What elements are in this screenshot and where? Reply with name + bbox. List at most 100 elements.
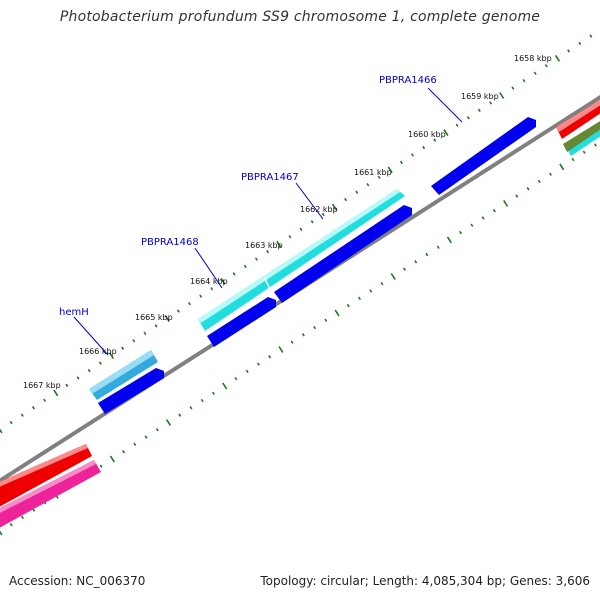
outer-tick [554, 54, 561, 62]
gene-PBPRA1467-reverse-feature[interactable] [274, 205, 412, 303]
outer-tick [589, 34, 593, 38]
inner-tick [178, 413, 182, 417]
scale-label-1660: 1660 kbp [408, 130, 446, 139]
inner-tick [380, 281, 384, 286]
inner-tick [189, 406, 193, 410]
outer-tick [355, 190, 359, 194]
gene-hemH-feature[interactable] [89, 350, 158, 400]
inner-tick [369, 289, 373, 293]
inner-tick [256, 362, 260, 366]
gene-hemH-reverse-bar [98, 368, 164, 414]
gene-PBPRA1467-reverse-bar [274, 205, 412, 303]
outer-tick [511, 86, 515, 90]
outer-tick [455, 123, 459, 127]
outer-tick [433, 138, 437, 142]
outer-tick [43, 398, 47, 402]
inner-tick [222, 382, 228, 390]
outer-tick [578, 41, 582, 46]
gene-PBPRA1467-feature[interactable] [198, 189, 405, 331]
scale-label-1665: 1665 kbp [135, 313, 173, 322]
inner-tick [290, 340, 294, 344]
gene-PBPRA1466-leader [427, 87, 463, 123]
scale-label-1664: 1664 kbp [190, 277, 228, 286]
outer-tick [254, 257, 258, 261]
outer-tick [220, 277, 226, 285]
outer-tick [443, 129, 449, 137]
outer-tick [310, 220, 314, 224]
feature-red-right[interactable] [556, 94, 600, 139]
outer-tick [276, 240, 282, 248]
accession-text: Accession: NC_006370 [9, 574, 146, 588]
inner-tick [390, 273, 396, 280]
scale-label-1659: 1659 kbp [461, 92, 499, 101]
scale-label-1663: 1663 kbp [245, 241, 283, 250]
feature-olive-right[interactable] [563, 115, 600, 152]
inner-tick [165, 419, 172, 426]
outer-tick [53, 389, 59, 397]
outer-tick-ring [0, 34, 593, 434]
outer-tick [567, 49, 571, 53]
feature-red-left[interactable] [0, 444, 92, 512]
outer-tick [266, 249, 270, 254]
inner-tick [109, 455, 115, 463]
inner-tick [234, 376, 238, 381]
gene-label-PBPRA1468[interactable]: PBPRA1468 [141, 237, 199, 248]
inner-tick [313, 325, 317, 330]
inner-tick [425, 252, 429, 257]
outer-tick [477, 108, 481, 113]
gene-hemH-highlight [89, 350, 154, 394]
gene-PBPRA1466-feature[interactable] [431, 117, 536, 195]
gene-hemH-leader [73, 316, 109, 356]
inner-tick [503, 199, 509, 207]
inner-tick [549, 172, 552, 176]
inner-tick [133, 442, 137, 447]
inner-tick [492, 208, 496, 213]
feature-red-right-highlight [556, 100, 600, 132]
feature-olive-right-bar [563, 121, 600, 152]
gene-PBPRA1468-feature[interactable] [207, 297, 276, 347]
scale-label-1661: 1661 kbp [354, 168, 392, 177]
inner-tick [436, 245, 440, 249]
outer-tick [199, 294, 203, 298]
outer-tick [331, 203, 338, 211]
outer-tick [321, 212, 325, 217]
gene-label-PBPRA1467[interactable]: PBPRA1467 [241, 172, 299, 183]
feature-red-left-highlight [0, 444, 88, 487]
inner-tick [459, 230, 463, 235]
gene-hemH-reverse-feature[interactable] [98, 368, 164, 414]
scale-label-1666: 1666 kbp [79, 347, 117, 356]
outer-tick [344, 197, 348, 202]
inner-tick [268, 355, 272, 359]
outer-tick [164, 315, 170, 322]
outer-tick [154, 324, 158, 328]
gene-label-PBPRA1466[interactable]: PBPRA1466 [379, 75, 437, 86]
outer-tick [399, 160, 403, 165]
feature-pink-left-bar [0, 460, 101, 528]
outer-tick [466, 116, 470, 120]
gene-label-hemH[interactable]: hemH [59, 307, 89, 318]
outer-tick [132, 339, 136, 343]
outer-tick [31, 405, 35, 410]
inner-tick [324, 318, 328, 322]
outer-tick [411, 153, 414, 157]
inner-tick [571, 157, 575, 162]
inner-tick [155, 428, 159, 432]
outer-tick [288, 235, 292, 239]
outer-tick [533, 71, 537, 75]
outer-tick [20, 413, 24, 417]
inner-tick [526, 187, 530, 191]
outer-tick [299, 227, 303, 232]
inner-tick [122, 449, 126, 454]
inner-tick [21, 515, 24, 520]
scale-label-1662: 1662 kbp [300, 205, 338, 214]
inner-tick [515, 194, 519, 198]
inner-tick [99, 464, 103, 468]
inner-tick [537, 179, 541, 184]
inner-tick [144, 435, 148, 439]
feature-pink-left[interactable] [0, 460, 101, 533]
feature-pink-left-highlight [0, 460, 96, 513]
inner-tick [481, 216, 485, 220]
outer-tick [143, 331, 147, 336]
outer-tick [377, 175, 381, 179]
